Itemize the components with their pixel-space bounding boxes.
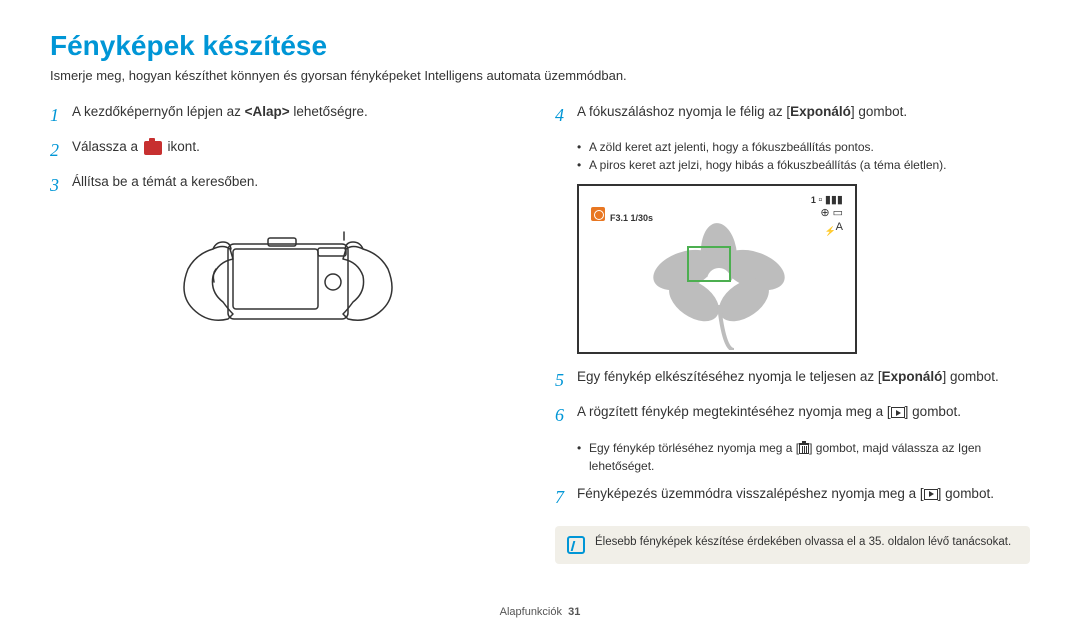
tip-box: Élesebb fényképek készítése érdekében ol… <box>555 526 1030 564</box>
step-text: A rögzített fénykép megtekintéséhez nyom… <box>577 403 1030 428</box>
step-2: 2 Válassza a ikont. <box>50 138 525 163</box>
step-number: 7 <box>555 485 577 510</box>
step-text: Válassza a ikont. <box>72 138 525 163</box>
step-5-bold: Exponáló <box>882 369 943 384</box>
step-3: 3 Állítsa be a témát a keresőben. <box>50 173 525 198</box>
step-1-pre: A kezdőképernyőn lépjen az <box>72 104 245 119</box>
step-2-post: ikont. <box>164 139 200 154</box>
step-1-post: lehetőségre. <box>290 104 368 119</box>
focus-frame <box>687 246 731 282</box>
left-column: 1 A kezdőképernyőn lépjen az <Alap> lehe… <box>50 103 525 564</box>
flash-icon: ⚡ <box>824 226 835 236</box>
step-text: Fényképezés üzemmódra visszalépéshez nyo… <box>577 485 1030 510</box>
step-6-bullets: Egy fénykép törléséhez nyomja meg a [ ] g… <box>577 439 1030 475</box>
step-text: A kezdőképernyőn lépjen az <Alap> lehető… <box>72 103 525 128</box>
step-5-post: ] gombot. <box>942 369 998 384</box>
right-column: 4 A fókuszáláshoz nyomja le félig az [Ex… <box>555 103 1030 564</box>
step-6-b-post: lehetőséget. <box>589 459 654 473</box>
page-title: Fényképek készítése <box>50 30 1030 62</box>
playback-icon <box>924 489 938 500</box>
step-number: 2 <box>50 138 72 163</box>
step-5-pre: Egy fénykép elkészítéséhez nyomja le tel… <box>577 369 882 384</box>
step-1-bold: <Alap> <box>245 104 290 119</box>
zoom-icon: ⊕ ▭ <box>820 207 843 220</box>
lcd-count: 1 <box>811 195 816 205</box>
smart-auto-icon <box>591 207 605 221</box>
step-number: 3 <box>50 173 72 198</box>
step-6-b-mid: ] gombot, majd válassza az <box>809 441 958 455</box>
step-text: A fókuszáláshoz nyomja le félig az [Expo… <box>577 103 1030 128</box>
step-7: 7 Fényképezés üzemmódra visszalépéshez n… <box>555 485 1030 510</box>
step-4-bold: Exponáló <box>790 104 851 119</box>
bullet-item: Egy fénykép törléséhez nyomja meg a [ ] g… <box>577 439 1030 475</box>
step-6-post: ] gombot. <box>905 404 961 419</box>
step-6-b-pre: Egy fénykép törléséhez nyomja meg a [ <box>589 441 799 455</box>
step-2-pre: Válassza a <box>72 139 142 154</box>
page-subtitle: Ismerje meg, hogyan készíthet könnyen és… <box>50 68 1030 83</box>
tip-text: Élesebb fényképek készítése érdekében ol… <box>595 536 1011 548</box>
step-6: 6 A rögzített fénykép megtekintéséhez ny… <box>555 403 1030 428</box>
step-number: 5 <box>555 368 577 393</box>
step-7-pre: Fényképezés üzemmódra visszalépéshez nyo… <box>577 486 924 501</box>
page-footer: Alapfunkciók 31 <box>0 606 1080 618</box>
footer-section: Alapfunkciók <box>500 606 562 618</box>
step-6-b-bold: Igen <box>958 441 981 455</box>
bullet-item: A piros keret azt jelzi, hogy hibás a fó… <box>577 156 1030 174</box>
step-4: 4 A fókuszáláshoz nyomja le félig az [Ex… <box>555 103 1030 128</box>
tip-icon <box>567 536 585 554</box>
step-1: 1 A kezdőképernyőn lépjen az <Alap> lehe… <box>50 103 525 128</box>
battery-icon: ▮▮▮ <box>825 194 843 207</box>
step-number: 6 <box>555 403 577 428</box>
camera-hands-illustration <box>158 214 418 364</box>
flash-auto-label: A <box>836 221 843 234</box>
auto-mode-icon <box>144 141 162 155</box>
step-text: Egy fénykép elkészítéséhez nyomja le tel… <box>577 368 1030 393</box>
step-7-post: ] gombot. <box>938 486 994 501</box>
trash-icon <box>799 443 809 454</box>
bullet-item: A zöld keret azt jelenti, hogy a fókuszb… <box>577 138 1030 156</box>
sd-icon: ▫ <box>818 194 822 207</box>
content-columns: 1 A kezdőképernyőn lépjen az <Alap> lehe… <box>50 103 1030 564</box>
lcd-screen-illustration: F3.1 1/30s 1 ▫ ▮▮▮ ⊕ ▭ ⚡A <box>577 184 857 354</box>
step-4-pre: A fókuszáláshoz nyomja le félig az [ <box>577 104 790 119</box>
step-4-bullets: A zöld keret azt jelenti, hogy a fókuszb… <box>577 138 1030 174</box>
step-text: Állítsa be a témát a keresőben. <box>72 173 525 198</box>
step-6-pre: A rögzített fénykép megtekintéséhez nyom… <box>577 404 891 419</box>
footer-page-number: 31 <box>568 606 580 618</box>
step-number: 4 <box>555 103 577 128</box>
step-number: 1 <box>50 103 72 128</box>
playback-icon <box>891 407 905 418</box>
step-5: 5 Egy fénykép elkészítéséhez nyomja le t… <box>555 368 1030 393</box>
step-4-post: ] gombot. <box>851 104 907 119</box>
